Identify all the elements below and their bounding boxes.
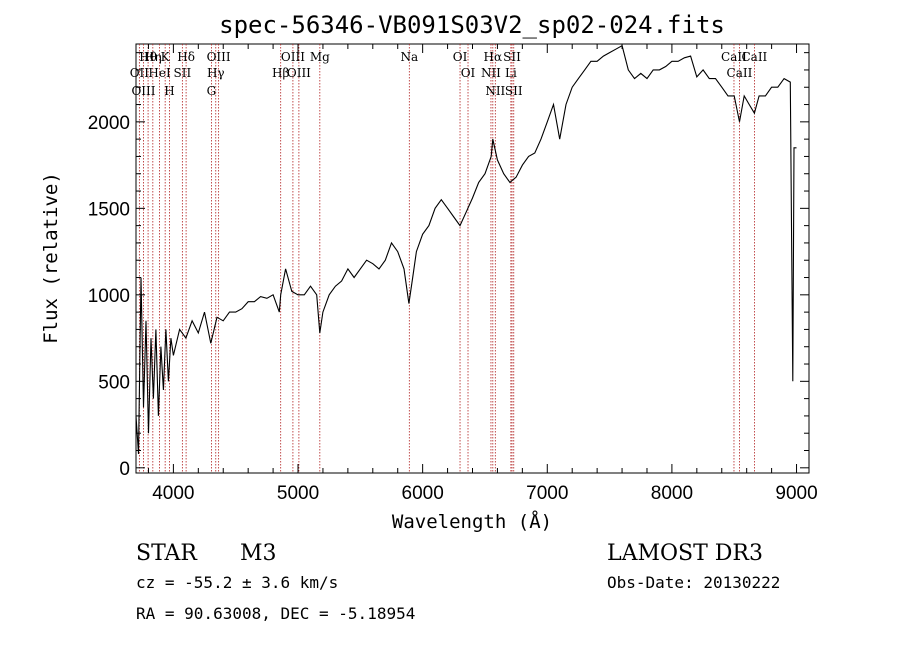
x-tick-label: 4000 <box>152 483 194 504</box>
emission-line-label: Hα <box>484 50 503 64</box>
emission-line-label: CaII <box>721 50 747 64</box>
emission-line-label: SII <box>503 50 521 64</box>
x-tick-label: 8000 <box>651 483 693 504</box>
emission-line-label: Hθ <box>139 50 157 64</box>
y-tick-label: 500 <box>98 372 130 393</box>
emission-line-label: NII <box>481 66 501 80</box>
emission-line-label: NII <box>485 84 505 98</box>
y-tick-label: 0 <box>119 459 130 480</box>
emission-line-labels: HθOIIOIIIKHeIHηHHδSIIOIIIHγGOIIIOIIIHβMg… <box>130 50 768 98</box>
emission-line-label: OIII <box>287 66 311 80</box>
emission-line-label: OII <box>130 66 150 80</box>
emission-lines <box>138 44 755 473</box>
x-tick-label: 7000 <box>526 483 568 504</box>
x-tick-label: 9000 <box>775 483 817 504</box>
y-axis-label: Flux (relative) <box>40 172 62 344</box>
emission-line-label: SII <box>174 66 192 80</box>
sky-coordinates: RA = 90.63008, DEC = -5.18954 <box>136 604 415 623</box>
spectrum-series-line <box>135 44 797 455</box>
y-tick-label: 1000 <box>88 286 130 307</box>
emission-line-label: Hβ <box>272 66 289 80</box>
emission-line-label: G <box>207 84 217 98</box>
emission-line-label: OI <box>461 66 476 80</box>
emission-line-label: H <box>164 84 174 98</box>
emission-line-label: Hδ <box>177 50 195 64</box>
object-type: STAR <box>136 541 198 566</box>
y-tick-label: 2000 <box>88 113 130 134</box>
y-tick-label: 1500 <box>88 199 130 220</box>
emission-line-label: Hγ <box>207 66 225 80</box>
object-subclass: M3 <box>240 541 277 566</box>
emission-line-label: Li <box>505 66 517 80</box>
x-axis-label: Wavelength (Å) <box>392 510 552 533</box>
x-tick-label: 6000 <box>402 483 444 504</box>
emission-line-label: SII <box>505 84 523 98</box>
emission-line-label: K <box>161 50 171 64</box>
emission-line-label: OIII <box>207 50 231 64</box>
emission-line-label: OI <box>453 50 468 64</box>
x-tick-label: 5000 <box>277 483 319 504</box>
radial-velocity: cz = -55.2 ± 3.6 km/s <box>136 573 338 592</box>
emission-line-label: CaII <box>727 66 753 80</box>
emission-line-label: HeI <box>148 66 171 80</box>
observation-date: Obs-Date: 20130222 <box>607 573 780 592</box>
emission-line-label: Mg <box>310 50 330 64</box>
x-axis-ticks: 4000 5000 6000 7000 8000 9000 <box>147 44 818 504</box>
emission-line-label: Hη <box>144 50 162 64</box>
emission-line-label: OIII <box>281 50 305 64</box>
y-axis-ticks: 0 500 1000 1500 2000 <box>88 52 809 480</box>
survey-name: LAMOST DR3 <box>607 541 763 566</box>
emission-line-label: Na <box>400 50 418 64</box>
plot-frame <box>135 43 810 474</box>
chart-title: spec-56346-VB091S03V2_sp02-024.fits <box>219 11 725 39</box>
emission-line-label: CaII <box>741 50 767 64</box>
emission-line-label: OIII <box>131 84 155 98</box>
